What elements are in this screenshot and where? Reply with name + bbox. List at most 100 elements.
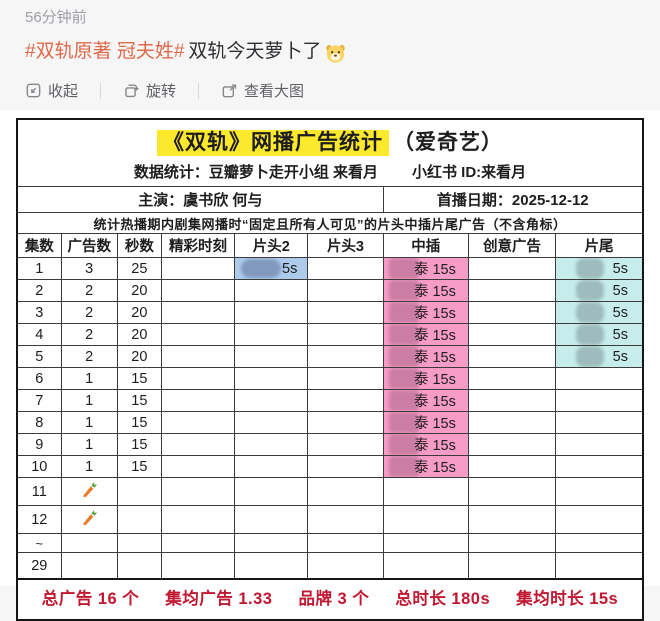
ad-cell-pink: 泰 15s (382, 279, 469, 302)
table-cell (555, 477, 644, 506)
table-row: 12 (16, 505, 644, 534)
table-cell: 7 (16, 389, 62, 412)
collapse-button[interactable]: 收起 (25, 80, 78, 101)
view-large-button[interactable]: 查看大图 (221, 80, 304, 101)
carrot-icon (81, 481, 98, 498)
ad-duration: 5s (282, 260, 298, 277)
table-cell: 8 (16, 411, 62, 434)
table-row: 5 2 20 泰 15s 5s (16, 345, 644, 368)
censor-smudge (388, 280, 419, 301)
hashtag-link[interactable]: #双轨原著 冠夫姓# (25, 41, 185, 62)
table-cell (160, 257, 236, 280)
table-cell (234, 533, 309, 553)
rotate-button[interactable]: 旋转 (123, 80, 176, 101)
censor-smudge (388, 302, 419, 323)
carrot-cell (60, 505, 118, 534)
censor-smudge (388, 346, 419, 367)
table-cell: 20 (116, 301, 162, 324)
table-cell (234, 279, 309, 302)
table-row: ~ (16, 533, 644, 553)
ad-cell-pink: 泰 15s (382, 389, 469, 412)
stats-credit-line: 数据统计：豆瓣萝卜走开小组 来看月 小红书 ID:来看月 (18, 161, 642, 182)
table-cell (160, 389, 236, 412)
ad-duration: 泰 15s (413, 328, 456, 344)
table-cell (116, 505, 162, 534)
censor-smudge (576, 302, 605, 323)
table-cell (467, 411, 557, 434)
ad-duration: 5s (612, 304, 628, 321)
table-cell: 2 (60, 301, 118, 324)
column-header: 片头2 (234, 233, 309, 258)
table-cell (307, 345, 384, 368)
note-cell: 统计热播期内剧集网播时“固定且所有人可见”的片头中插片尾广告（不含角标） (16, 212, 644, 234)
ad-cell-pink: 泰 15s (382, 323, 469, 346)
stats-by: 数据统计：豆瓣萝卜走开小组 来看月 (133, 164, 378, 181)
ad-cell-cyan: 5s (555, 345, 644, 368)
collapse-icon (25, 82, 42, 99)
ad-duration: 泰 15s (413, 350, 456, 366)
collapse-label: 收起 (48, 83, 79, 100)
carrot-cell (60, 477, 118, 506)
ad-duration: 5s (612, 326, 628, 343)
table-cell (467, 389, 557, 412)
table-cell (467, 552, 557, 580)
table-cell (160, 345, 236, 368)
summary-stat: 集均时长 15s (516, 590, 619, 608)
column-header: 秒数 (116, 233, 162, 258)
table-cell (160, 455, 236, 478)
ad-cell-cyan: 5s (555, 279, 644, 302)
ad-cell-pink: 泰 15s (382, 257, 469, 280)
table-cell (60, 552, 118, 580)
ad-cell-pink: 泰 15s (382, 455, 469, 478)
table-cell: 1 (60, 389, 118, 412)
ad-cell-pink: 泰 15s (382, 411, 469, 434)
table-cell: 20 (116, 345, 162, 368)
post-title: #双轨原著 冠夫姓# 双轨今天萝卜了 (25, 38, 660, 66)
post-title-text: 双轨今天萝卜了 (188, 41, 322, 62)
table-cell (307, 323, 384, 346)
table-cell: 3 (60, 257, 118, 280)
table-cell (160, 477, 236, 506)
table-cell (467, 323, 557, 346)
table-row: 6 1 15 泰 15s (16, 367, 644, 390)
summary-stat: 总时长 180s (395, 590, 491, 608)
table-cell (307, 301, 384, 324)
table-cell (234, 323, 309, 346)
table-cell (160, 279, 236, 302)
table-cell (467, 477, 557, 506)
column-header: 精彩时刻 (160, 233, 236, 258)
ad-duration: 泰 15s (413, 460, 456, 476)
ad-cell-cyan: 5s (555, 257, 644, 280)
post-timestamp: 56分钟前 (25, 9, 87, 26)
table-cell (555, 533, 644, 553)
ad-cell-cyan: 5s (555, 301, 644, 324)
ad-duration: 泰 15s (413, 416, 456, 432)
table-cell (234, 411, 309, 434)
table-cell (234, 455, 309, 478)
table-cell (307, 257, 384, 280)
column-header: 片尾 (555, 233, 644, 258)
ad-cell-pink: 泰 15s (382, 345, 469, 368)
ad-cell-blue: 5s (234, 257, 309, 280)
column-header: 片头3 (307, 233, 384, 258)
censor-smudge (388, 258, 419, 279)
table-cell (160, 301, 236, 324)
attached-image[interactable]: 《双轨》网播广告统计 （爱奇艺） 数据统计：豆瓣萝卜走开小组 来看月 小红书 ID:… (0, 110, 660, 621)
table-cell: 12 (16, 505, 62, 534)
table-row: 10 1 15 泰 15s (16, 455, 644, 478)
toolbar-divider (100, 82, 102, 99)
post-header: 56分钟前 #双轨原著 冠夫姓# 双轨今天萝卜了 (0, 0, 660, 101)
table-cell (234, 367, 309, 390)
table-cell (60, 533, 118, 553)
cast-cell: 主演：虞书欣 何与 (16, 186, 384, 213)
table-cell: 4 (16, 323, 62, 346)
ad-cell-pink: 泰 15s (382, 301, 469, 324)
table-row: 4 2 20 泰 15s 5s (16, 323, 644, 346)
table-cell: 11 (16, 477, 62, 506)
table-cell: 2 (16, 279, 62, 302)
table-cell (234, 301, 309, 324)
summary-stat: 集均广告 1.33 (165, 590, 273, 608)
table-cell: 20 (116, 323, 162, 346)
censor-smudge (576, 346, 605, 367)
